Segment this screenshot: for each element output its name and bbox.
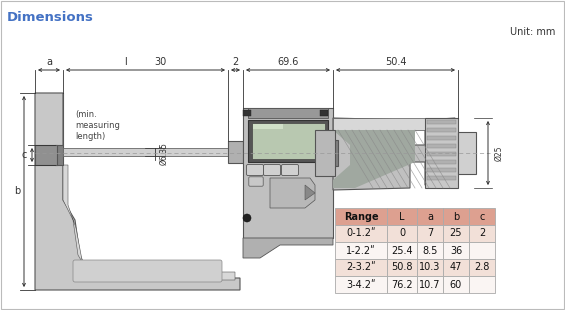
Polygon shape (63, 165, 235, 280)
Bar (425, 118, 458, 188)
Bar (469, 242, 495, 259)
Circle shape (243, 214, 251, 222)
Bar (248, 120, 328, 162)
Text: 8.5: 8.5 (422, 246, 438, 255)
Bar (335, 242, 387, 259)
Bar (469, 225, 495, 242)
Bar (469, 276, 495, 293)
Bar (469, 259, 495, 276)
Polygon shape (333, 118, 455, 190)
Text: 10.3: 10.3 (419, 263, 441, 272)
Bar (427, 160, 456, 164)
Text: 50.8: 50.8 (391, 263, 413, 272)
Bar (243, 110, 251, 116)
Bar (228, 141, 243, 163)
Text: 0: 0 (399, 228, 405, 238)
Bar (35, 145, 57, 165)
Bar (387, 225, 417, 242)
Text: Dimensions: Dimensions (7, 11, 94, 24)
Text: 2: 2 (479, 228, 485, 238)
Bar (248, 108, 328, 118)
Bar (315, 130, 335, 176)
Text: 76.2: 76.2 (391, 280, 413, 290)
Text: c: c (21, 150, 27, 160)
Bar (252, 123, 325, 159)
FancyBboxPatch shape (281, 165, 298, 175)
Bar (387, 208, 417, 225)
Bar (243, 108, 333, 238)
Text: 2.8: 2.8 (474, 263, 490, 272)
Text: 60: 60 (450, 280, 462, 290)
Bar (417, 259, 443, 276)
Bar (55, 145, 63, 165)
Bar (427, 144, 456, 148)
Polygon shape (305, 185, 315, 200)
Bar (427, 176, 456, 180)
Bar (417, 242, 443, 259)
Text: l: l (124, 57, 127, 67)
FancyBboxPatch shape (73, 260, 222, 282)
Bar (443, 225, 469, 242)
Bar (335, 208, 387, 225)
Text: 2: 2 (232, 57, 238, 67)
Bar (333, 118, 455, 130)
Bar (387, 259, 417, 276)
Text: Unit: mm: Unit: mm (510, 27, 555, 37)
FancyBboxPatch shape (263, 165, 280, 175)
Bar (417, 225, 443, 242)
Polygon shape (243, 238, 333, 258)
Text: 25.4: 25.4 (391, 246, 413, 255)
Bar (427, 128, 456, 132)
Text: 47: 47 (450, 263, 462, 272)
Text: 7: 7 (427, 228, 433, 238)
Bar (387, 276, 417, 293)
Text: 2-3.2ʺ: 2-3.2ʺ (346, 263, 376, 272)
Text: (min.
measuring
length): (min. measuring length) (75, 110, 120, 141)
Polygon shape (333, 130, 415, 188)
FancyBboxPatch shape (246, 165, 263, 175)
Text: 36: 36 (450, 246, 462, 255)
Bar (335, 276, 387, 293)
Text: b: b (14, 187, 20, 197)
Bar (253, 124, 283, 129)
Text: 1-2.2ʺ: 1-2.2ʺ (346, 246, 376, 255)
Text: Range: Range (344, 211, 379, 222)
Bar (335, 259, 387, 276)
Bar (443, 242, 469, 259)
Polygon shape (270, 178, 315, 208)
Bar (417, 208, 443, 225)
Bar (330, 140, 338, 166)
Bar (427, 136, 456, 140)
Bar (427, 120, 456, 124)
Text: c: c (479, 211, 485, 222)
Bar (387, 242, 417, 259)
Bar (469, 208, 495, 225)
Text: Ø25: Ø25 (494, 145, 503, 161)
Bar (63, 148, 228, 156)
Bar (443, 259, 469, 276)
Bar (458, 132, 476, 174)
Polygon shape (35, 93, 240, 290)
Text: 25: 25 (450, 228, 462, 238)
Bar (35, 93, 63, 145)
Text: 69.6: 69.6 (277, 57, 299, 67)
Text: 30: 30 (154, 57, 167, 67)
Bar (320, 110, 328, 116)
Text: 3-4.2ʺ: 3-4.2ʺ (346, 280, 376, 290)
Text: 10.7: 10.7 (419, 280, 441, 290)
Bar (427, 152, 456, 156)
Bar (443, 276, 469, 293)
Text: a: a (46, 57, 52, 67)
Text: a: a (427, 211, 433, 222)
Text: 0-1.2ʺ: 0-1.2ʺ (346, 228, 376, 238)
Text: 50.4: 50.4 (385, 57, 406, 67)
Bar (417, 276, 443, 293)
FancyBboxPatch shape (249, 177, 263, 186)
Text: L: L (399, 211, 405, 222)
Text: b: b (453, 211, 459, 222)
Bar (335, 225, 387, 242)
Text: Ø6.35: Ø6.35 (159, 143, 168, 166)
Bar (443, 208, 469, 225)
Bar (427, 168, 456, 172)
